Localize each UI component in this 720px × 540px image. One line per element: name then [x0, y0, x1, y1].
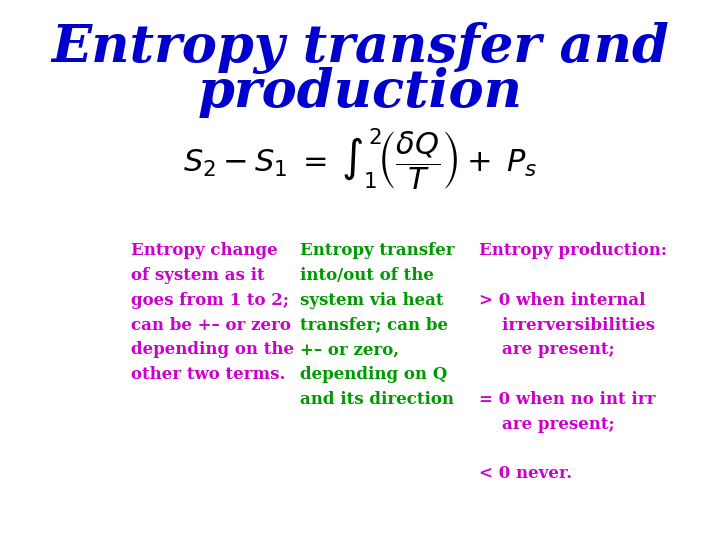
Text: Entropy production:

> 0 when internal
    irrerversibilities
    are present;

: Entropy production: > 0 when internal ir…: [480, 242, 667, 482]
Text: $S_2 - S_1 \; = \; \int_{1}^{2}\!\left(\dfrac{\delta Q}{T}\right) + \; P_s$: $S_2 - S_1 \; = \; \int_{1}^{2}\!\left(\…: [183, 127, 537, 193]
Text: production: production: [197, 66, 523, 118]
Text: Entropy transfer and: Entropy transfer and: [51, 23, 669, 75]
Text: Entropy change
of system as it
goes from 1 to 2;
can be +– or zero
depending on : Entropy change of system as it goes from…: [131, 242, 294, 383]
Text: Entropy transfer
into/out of the
system via heat
transfer; can be
+– or zero,
de: Entropy transfer into/out of the system …: [300, 242, 455, 408]
